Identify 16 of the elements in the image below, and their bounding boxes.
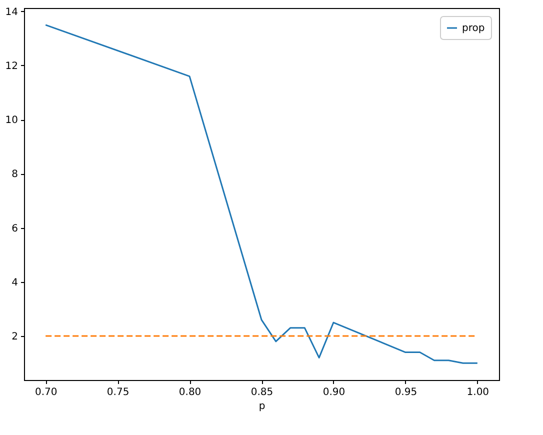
- y-tick-label: 8: [12, 169, 18, 180]
- x-axis-title: p: [258, 401, 266, 412]
- y-tick-label: 10: [5, 115, 18, 126]
- legend-label: prop: [462, 23, 485, 34]
- x-tick-label: 0.85: [250, 387, 274, 398]
- y-tick-label: 14: [5, 6, 18, 18]
- x-tick-label: 0.70: [34, 387, 58, 398]
- x-tick-label: 0.75: [106, 387, 130, 398]
- y-tick-label: 6: [12, 223, 18, 234]
- x-tick-label: 1.00: [466, 387, 490, 398]
- x-tick-label: 0.95: [394, 387, 418, 398]
- x-tick-label: 0.80: [178, 387, 202, 398]
- y-tick-label: 4: [12, 277, 18, 288]
- x-tick-label: 0.90: [322, 387, 346, 398]
- y-tick-label: 2: [12, 332, 18, 343]
- y-tick-label: 12: [5, 60, 18, 72]
